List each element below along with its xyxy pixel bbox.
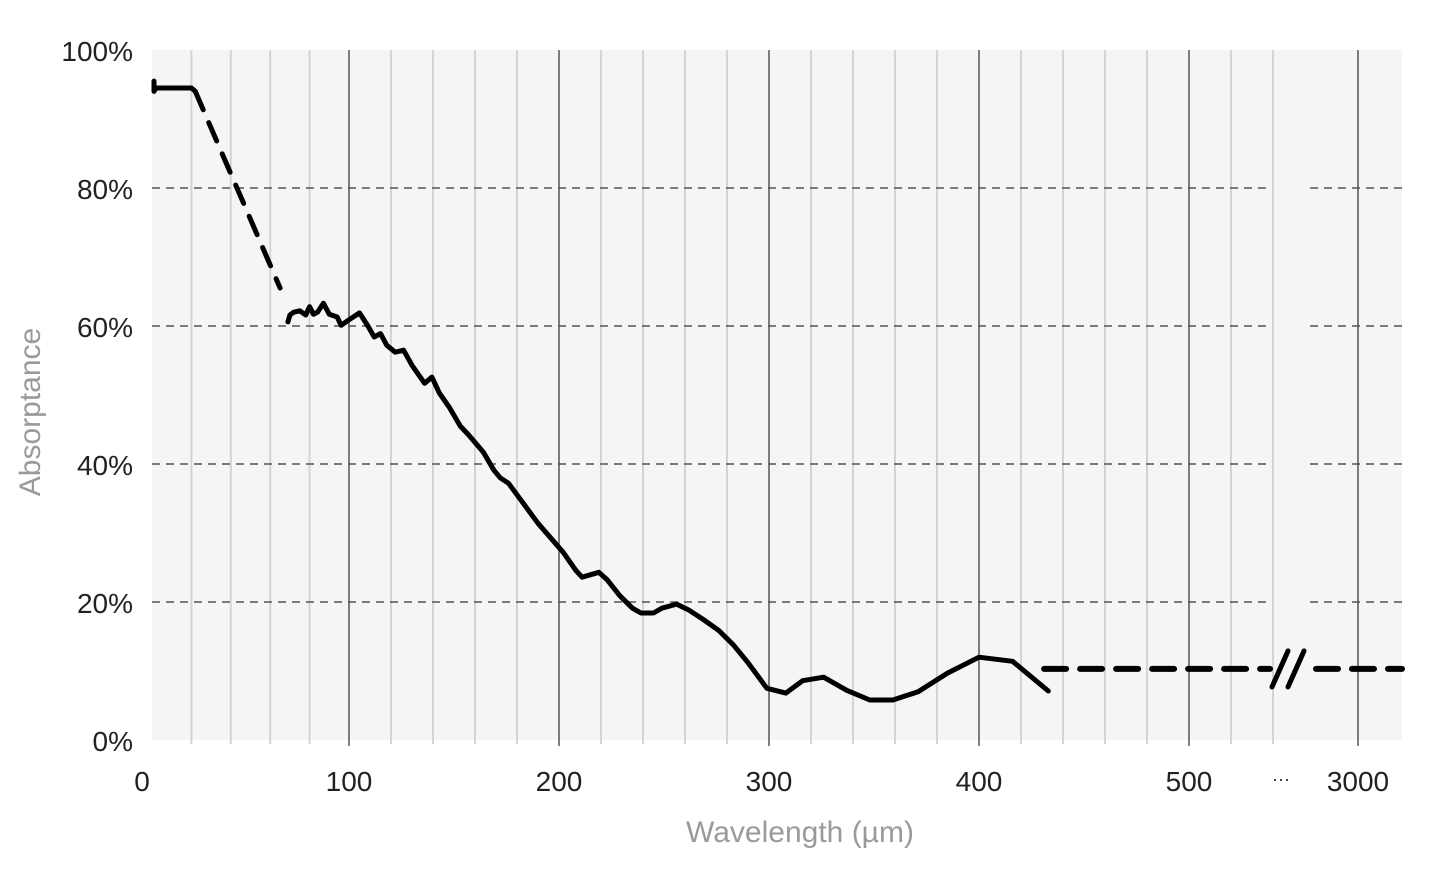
y-tick-label: 20% [77,588,133,619]
y-tick-label: 60% [77,312,133,343]
x-tick-label: 3000 [1327,766,1389,797]
x-tick-label: 0 [134,766,150,797]
tick-labels: 0 100 200 300 400 500 3000 ··· 0% 20% 40% 60% 80% 100… [61,36,1389,797]
x-tick-label: 400 [956,766,1003,797]
x-tick-label: 500 [1166,766,1213,797]
y-tick-label: 0% [93,726,133,757]
x-tick-label: 300 [746,766,793,797]
x-tick-label: 100 [326,766,373,797]
y-tick-label: 100% [61,36,133,67]
solid-line-segment [285,300,1051,703]
solid-line-segment [151,78,198,94]
plot-background [152,50,1402,740]
y-tick-label: 80% [77,174,133,205]
y-tick-label: 40% [77,450,133,481]
x-tick-label: 200 [536,766,583,797]
dashed-line-segment [192,88,283,291]
y-axis-label: Absorptance [14,328,47,496]
axis-break-mark [1285,648,1307,690]
series [151,78,1405,703]
grid [152,50,1402,746]
axis-break-mark [1269,648,1291,690]
x-axis-label: Wavelength (µm) [686,816,914,849]
x-break-label: ··· [1272,769,1290,789]
